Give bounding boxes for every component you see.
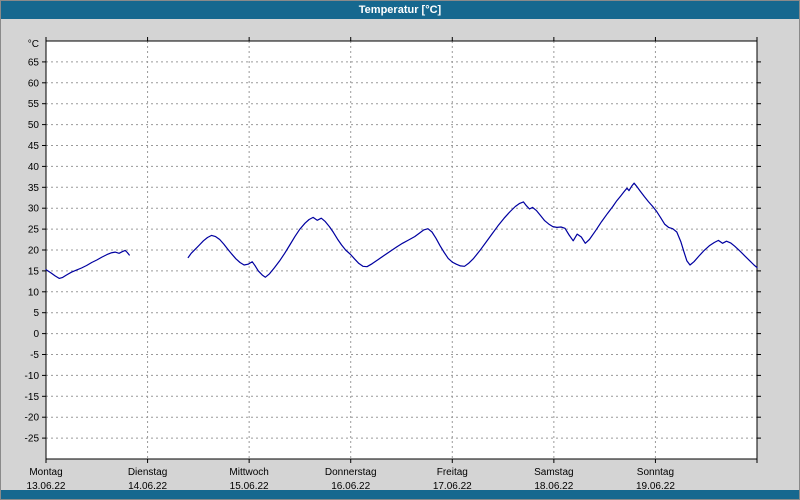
y-tick-label: 20 [28,246,40,257]
y-tick-label: 40 [28,162,40,173]
day-date-label: 13.06.22 [27,481,66,492]
y-tick-label: 60 [28,78,40,89]
bottom-bar [1,490,799,499]
y-tick-label: -15 [25,392,40,403]
y-tick-label: 15 [28,266,40,277]
day-date-label: 18.06.22 [534,481,573,492]
y-tick-label: -25 [25,434,40,445]
day-name-label: Montag [29,467,62,478]
title-bar: Temperatur [°C] [1,1,799,19]
y-tick-label: -10 [25,371,40,382]
day-date-label: 16.06.22 [331,481,370,492]
day-date-label: 17.06.22 [433,481,472,492]
day-date-label: 15.06.22 [230,481,269,492]
y-tick-label: 0 [33,329,39,340]
y-tick-label: 35 [28,183,40,194]
day-name-label: Samstag [534,467,573,478]
temperature-line [187,182,758,278]
day-name-label: Dienstag [128,467,167,478]
y-tick-label: -5 [30,350,39,361]
day-name-label: Mittwoch [229,467,268,478]
y-tick-label: 45 [28,141,40,152]
day-date-label: 19.06.22 [636,481,675,492]
y-tick-label: 5 [33,308,39,319]
window-title: Temperatur [°C] [358,4,442,16]
plot-border [45,40,758,460]
day-name-label: Freitag [437,467,468,478]
y-tick-label: 55 [28,99,40,110]
y-tick-label: -20 [25,413,40,424]
day-date-label: 14.06.22 [128,481,167,492]
day-name-label: Donnerstag [325,467,377,478]
y-tick-label: 25 [28,225,40,236]
day-name-label: Sonntag [637,467,674,478]
y-tick-label: 50 [28,120,40,131]
y-tick-label: 30 [28,204,40,215]
y-tick-label: 65 [28,57,40,68]
y-axis-unit-label: °C [28,39,39,50]
temperature-line [45,249,130,279]
y-tick-label: 10 [28,287,40,298]
